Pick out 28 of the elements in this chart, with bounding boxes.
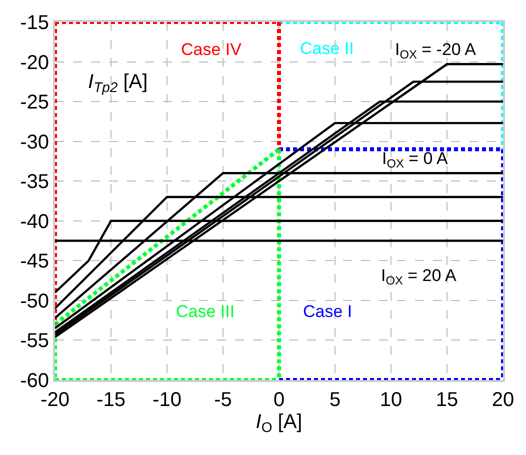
annotation: Case I [303, 302, 352, 321]
x-tick-label: -10 [152, 389, 182, 411]
annotation: Case IV [181, 40, 242, 59]
annotation: I$_{OX}$ = 20 A [381, 266, 457, 288]
x-tick-label: -5 [214, 389, 232, 411]
y-tick-label: -40 [20, 210, 49, 233]
y-tick-label: -25 [20, 92, 49, 114]
x-tick-label: -20 [40, 389, 70, 411]
x-tick-label: -15 [96, 389, 126, 411]
y-tick-label: -50 [20, 290, 49, 312]
y-tick-label: -60 [20, 370, 49, 392]
annotation: I$_{OX}$ = 0 A [382, 149, 449, 171]
x-tick-label: 5 [329, 389, 341, 411]
x-axis-title: I$_{O}$ [A] [256, 411, 302, 436]
y-tick-label: -45 [20, 250, 49, 273]
y-tick-label: -55 [20, 330, 49, 352]
annotation: Case II [300, 39, 354, 58]
x-tick-label: 10 [380, 389, 402, 411]
y-tick-label: -35 [20, 171, 49, 194]
y-tick-label: -30 [20, 131, 49, 154]
y-tick-label: -15 [20, 12, 49, 34]
x-tick-label: 15 [436, 389, 458, 411]
y-tick-label: -20 [20, 52, 49, 74]
y-axis-title: I$_{Tp2}$ [A] [88, 71, 148, 96]
annotation: Case III [176, 302, 235, 321]
x-tick-label: 20 [492, 389, 514, 411]
annotation: I$_{OX}$ = -20 A [395, 40, 477, 62]
x-tick-label: 0 [273, 389, 285, 411]
